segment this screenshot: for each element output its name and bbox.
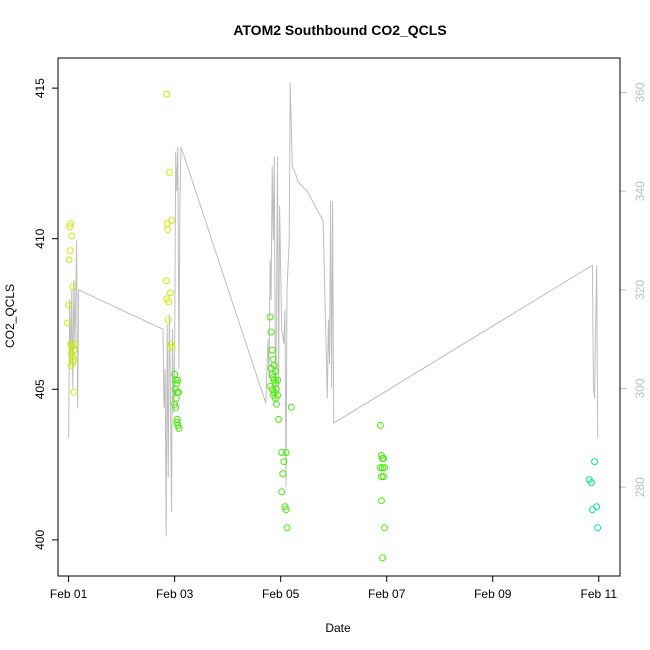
y2-tick-label: 360 (633, 82, 647, 102)
data-point-early (168, 343, 176, 351)
data-point-middle (174, 388, 182, 396)
data-point-middle (381, 524, 389, 532)
data-point-middle (281, 503, 289, 511)
y-tick-label: 410 (33, 228, 47, 248)
data-point-early (166, 289, 174, 297)
data-point-early (70, 388, 78, 396)
data-point-middle (380, 455, 387, 462)
x-tick-label: Feb 11 (581, 587, 618, 601)
data-point-middle (279, 470, 287, 478)
data-point-middle (270, 376, 278, 384)
data-point-middle (172, 376, 180, 384)
data-point-early (164, 316, 172, 324)
data-point-middle (377, 497, 385, 505)
data-point-middle (283, 524, 291, 532)
plot-frame (57, 57, 621, 577)
data-point-early (164, 226, 172, 234)
data-point-middle (280, 458, 288, 466)
y-tick-label: 415 (33, 78, 47, 98)
data-point-middle (175, 424, 183, 432)
points-layer (64, 90, 602, 562)
data-point-middle (171, 400, 179, 408)
data-point-middle (174, 376, 182, 384)
x-axis-label: Date (325, 621, 351, 635)
data-point-middle (282, 449, 290, 456)
data-point-middle (266, 313, 274, 321)
data-point-middle (379, 464, 386, 472)
data-point-middle (268, 370, 276, 378)
data-point-late (587, 479, 595, 487)
data-point-middle (380, 473, 387, 481)
data-point-late (594, 524, 602, 532)
data-point-late (593, 503, 601, 511)
x-tick-label: Feb 07 (368, 587, 406, 601)
data-point-middle (377, 473, 385, 481)
data-point-middle (173, 418, 181, 426)
data-point-middle (376, 464, 384, 472)
data-point-early (167, 340, 175, 348)
data-point-middle (274, 391, 281, 399)
data-point-late (591, 458, 599, 466)
x-tick-label: Feb 03 (156, 587, 194, 601)
data-point-middle (275, 415, 283, 423)
data-point-early (69, 283, 77, 291)
data-point-early (66, 247, 74, 255)
data-point-middle (278, 488, 286, 496)
data-point-middle (376, 421, 384, 429)
data-point-middle (287, 403, 295, 411)
data-point-early (65, 256, 73, 264)
y2-tick-label: 280 (633, 477, 647, 497)
x-tick-label: Feb 01 (50, 587, 88, 601)
data-point-early (165, 168, 173, 176)
data-point-middle (268, 346, 276, 354)
data-point-middle (267, 328, 275, 336)
data-point-early (64, 319, 71, 327)
data-point-early (65, 301, 73, 309)
secondary-series-line (68, 82, 599, 537)
y2-tick-label: 300 (633, 378, 647, 398)
data-point-middle (172, 403, 180, 411)
data-point-early (67, 220, 75, 228)
data-point-early (67, 340, 75, 348)
y-axis-label: CO2_QCLS (3, 284, 17, 348)
x-tick-label: Feb 09 (474, 587, 512, 601)
data-point-early (165, 298, 173, 306)
data-point-early (68, 232, 76, 240)
data-point-middle (379, 554, 386, 562)
data-point-early (163, 90, 171, 98)
data-point-middle (278, 449, 286, 456)
data-point-early (162, 277, 170, 285)
data-point-early (71, 340, 79, 348)
data-point-middle (282, 506, 290, 514)
secondary-line-layer (68, 82, 599, 537)
data-point-early (69, 355, 77, 363)
data-point-early (67, 361, 75, 369)
data-point-middle (381, 464, 389, 472)
data-point-middle (272, 400, 280, 408)
x-tick-label: Feb 05 (262, 587, 300, 601)
axis-layer: Feb 01 Feb 03 Feb 05 Feb 07 Feb 09 Feb 11 400 4… (33, 78, 647, 601)
chart-title: ATOM2 Southbound CO2_QCLS (233, 22, 446, 38)
data-point-early (66, 223, 74, 231)
y2-tick-label: 320 (633, 280, 647, 300)
y2-tick-label: 340 (633, 181, 647, 201)
y-tick-label: 405 (33, 379, 47, 399)
data-point-middle (274, 376, 281, 384)
data-point-middle (173, 415, 181, 423)
y-tick-label: 400 (33, 530, 47, 550)
data-point-early (168, 217, 175, 225)
